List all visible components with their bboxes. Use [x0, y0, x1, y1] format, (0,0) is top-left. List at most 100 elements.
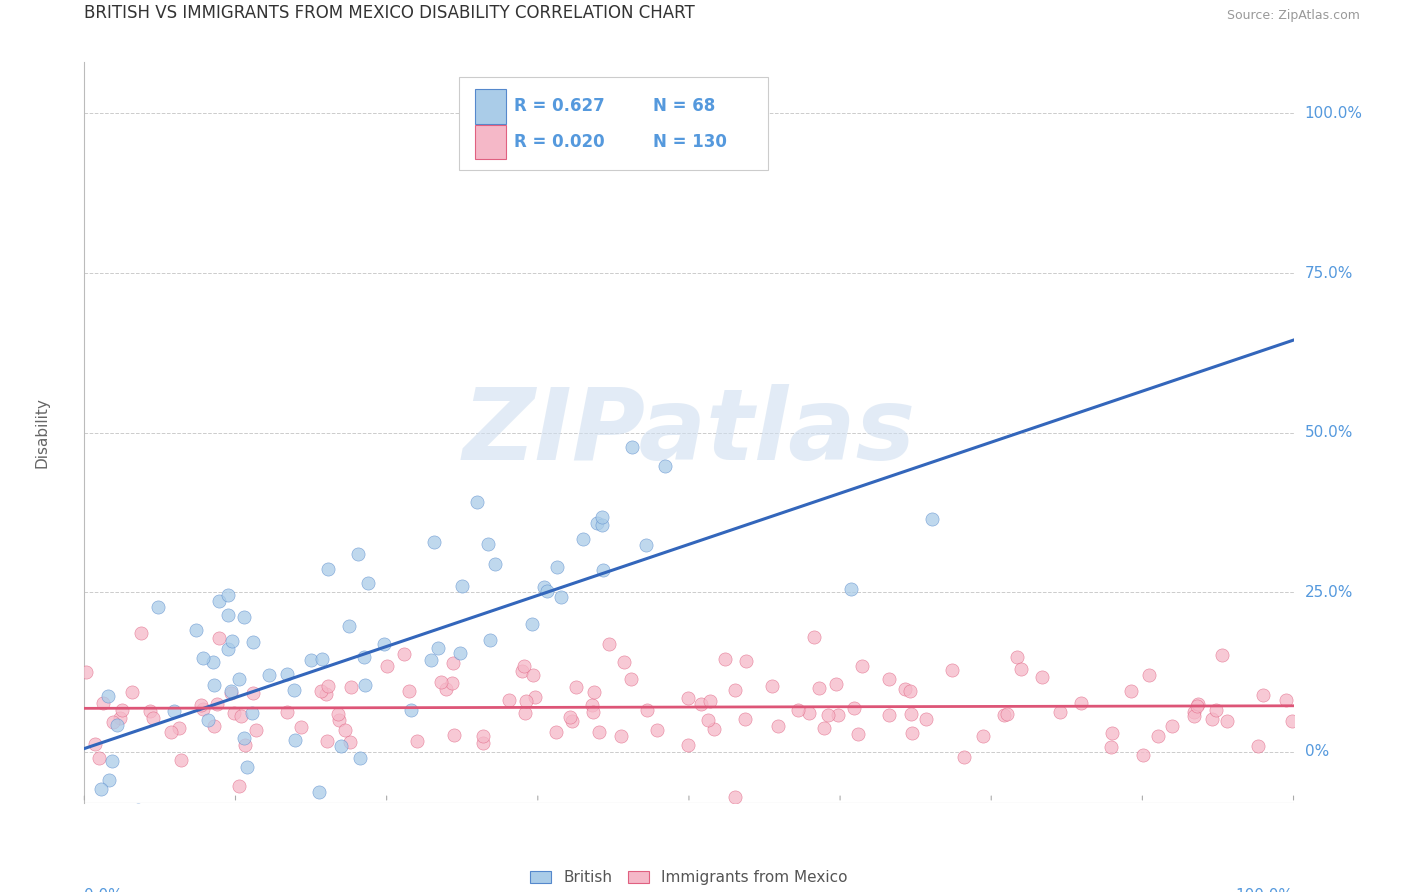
Point: [581, 698, 603, 712]
Point: [328, 713, 350, 727]
Point: [110, 703, 132, 717]
Point: [101, 755, 124, 769]
Point: [498, 693, 520, 707]
Point: [217, 588, 239, 602]
Point: [208, 594, 231, 608]
Point: [219, 686, 242, 700]
Point: [375, 659, 398, 673]
Point: [735, 654, 758, 668]
Point: [786, 703, 808, 717]
Point: [714, 651, 737, 665]
Point: [349, 751, 371, 765]
Point: [1187, 698, 1209, 712]
Point: [283, 683, 305, 698]
Point: [914, 712, 936, 726]
Point: [399, 703, 422, 717]
Point: [808, 681, 831, 695]
Point: [440, 676, 463, 690]
Point: [921, 511, 943, 525]
Point: [441, 656, 464, 670]
Point: [451, 579, 474, 593]
Point: [1005, 650, 1028, 665]
Point: [205, 697, 228, 711]
Point: [723, 789, 745, 804]
Point: [900, 706, 922, 721]
Point: [898, 684, 921, 698]
Point: [613, 655, 636, 669]
Point: [522, 667, 544, 681]
Point: [330, 739, 353, 753]
Point: [634, 538, 657, 552]
Point: [284, 732, 307, 747]
Text: Disability: Disability: [35, 397, 49, 468]
Point: [406, 733, 429, 747]
Point: [339, 735, 361, 749]
Point: [229, 709, 252, 723]
Point: [242, 706, 264, 720]
Point: [1147, 730, 1170, 744]
Point: [228, 673, 250, 687]
Point: [1182, 709, 1205, 723]
Point: [308, 785, 330, 799]
Point: [221, 634, 243, 648]
Point: [484, 557, 506, 571]
Point: [515, 694, 537, 708]
Point: [84, 737, 107, 751]
Point: [546, 560, 568, 574]
Point: [478, 632, 501, 647]
Point: [1216, 714, 1239, 728]
Text: 0%: 0%: [1305, 744, 1329, 759]
Text: 100.0%: 100.0%: [1236, 888, 1294, 892]
Point: [353, 650, 375, 665]
Point: [846, 726, 869, 740]
Point: [513, 706, 536, 720]
Point: [443, 728, 465, 742]
Point: [879, 672, 901, 686]
Point: [347, 547, 370, 561]
Point: [167, 721, 190, 735]
Point: [392, 647, 415, 661]
Point: [645, 723, 668, 737]
Point: [430, 675, 453, 690]
Text: 50.0%: 50.0%: [1305, 425, 1353, 440]
Point: [316, 733, 339, 747]
Point: [142, 711, 165, 725]
Point: [1205, 703, 1227, 717]
Text: 0.0%: 0.0%: [84, 888, 124, 892]
Point: [546, 724, 568, 739]
Point: [901, 726, 924, 740]
Point: [193, 651, 215, 665]
Point: [340, 680, 363, 694]
Point: [582, 705, 605, 719]
Point: [524, 690, 547, 704]
Point: [654, 458, 676, 473]
Point: [512, 659, 534, 673]
Point: [813, 721, 835, 735]
Point: [825, 676, 848, 690]
Point: [108, 711, 131, 725]
Point: [1101, 726, 1123, 740]
Point: [146, 600, 169, 615]
Point: [315, 687, 337, 701]
Point: [276, 705, 298, 719]
Text: ZIPatlas: ZIPatlas: [463, 384, 915, 481]
Point: [839, 582, 862, 597]
Point: [449, 646, 471, 660]
Point: [353, 677, 375, 691]
Text: 100.0%: 100.0%: [1305, 106, 1362, 121]
Point: [588, 725, 610, 739]
Point: [558, 710, 581, 724]
Point: [610, 729, 633, 743]
Point: [1070, 696, 1092, 710]
Point: [941, 663, 963, 677]
Point: [477, 537, 499, 551]
Point: [127, 803, 149, 817]
Point: [592, 563, 614, 577]
Point: [423, 535, 446, 549]
Point: [628, 811, 651, 825]
Point: [851, 659, 873, 673]
Point: [202, 718, 225, 732]
Point: [995, 707, 1018, 722]
Text: 25.0%: 25.0%: [1305, 584, 1353, 599]
Point: [121, 684, 143, 698]
